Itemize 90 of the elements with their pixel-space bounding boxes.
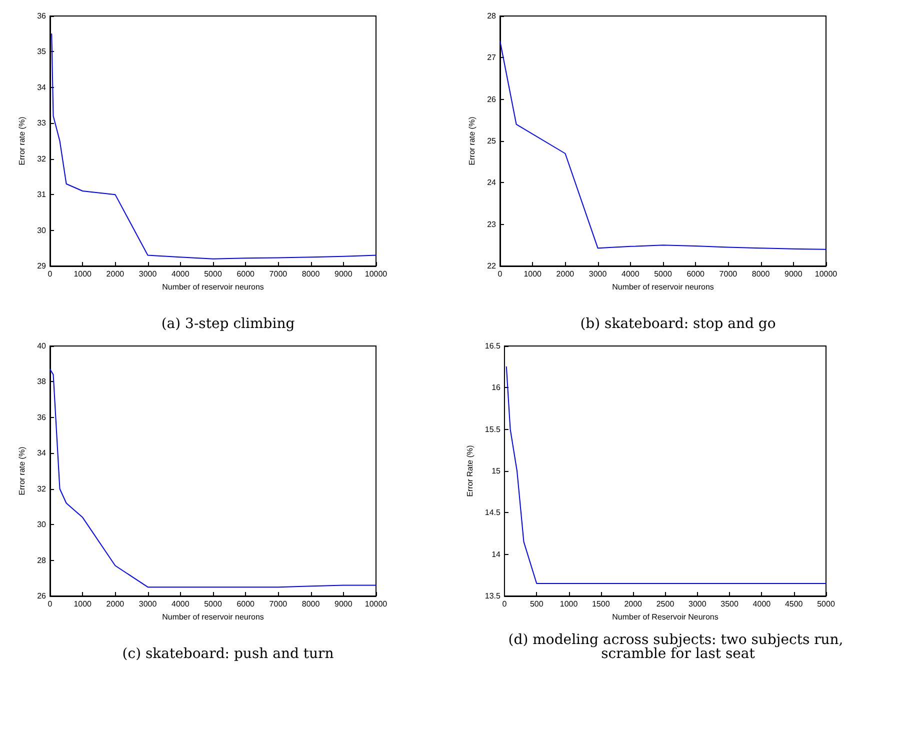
y-tick-label: 34 bbox=[37, 82, 47, 92]
y-tick-label: 31 bbox=[37, 190, 47, 200]
y-tick-label: 34 bbox=[37, 448, 47, 458]
x-tick-label: 9000 bbox=[784, 270, 803, 278]
y-axis-title: Error Rate (%) bbox=[466, 444, 474, 497]
x-tick-label: 10000 bbox=[814, 270, 838, 278]
x-tick-label: 0 bbox=[48, 270, 53, 278]
y-tick-label: 33 bbox=[37, 118, 47, 128]
y-tick-label: 13.5 bbox=[484, 592, 502, 600]
x-tick-label: 5000 bbox=[204, 600, 222, 608]
x-tick-label: 4000 bbox=[172, 600, 190, 608]
x-tick-label: 10000 bbox=[364, 600, 388, 608]
x-axis-title: Number of reservoir neurons bbox=[162, 612, 264, 622]
x-tick-label: 4000 bbox=[172, 270, 190, 278]
text: (c) skateboard: push and turn bbox=[122, 646, 334, 662]
y-tick-label: 16 bbox=[492, 383, 502, 392]
y-tick-label: 27 bbox=[487, 53, 497, 62]
x-tick-label: 8000 bbox=[302, 270, 320, 278]
x-tick-label: 5000 bbox=[817, 600, 836, 608]
line-series bbox=[506, 366, 826, 584]
x-tick-label: 4000 bbox=[622, 270, 640, 278]
y-axis-title: Error rate (%) bbox=[18, 446, 26, 496]
x-tick-label: 10000 bbox=[364, 270, 388, 278]
x-tick-label: 3000 bbox=[588, 270, 608, 278]
x-tick-label: 3500 bbox=[720, 600, 739, 608]
y-tick-label: 26 bbox=[487, 94, 497, 104]
y-tick-label: 29 bbox=[37, 262, 47, 270]
y-tick-label: 15 bbox=[492, 466, 502, 476]
x-tick-label: 5000 bbox=[654, 270, 672, 278]
y-tick-label: 23 bbox=[487, 220, 497, 229]
y-tick-label: 16.5 bbox=[484, 342, 502, 350]
y-tick-label: 22 bbox=[487, 262, 497, 270]
y-tick-label: 25 bbox=[487, 136, 497, 146]
x-tick-label: 9000 bbox=[334, 600, 353, 608]
line-series bbox=[50, 368, 376, 588]
text: (a) 3-step climbing bbox=[161, 316, 295, 332]
y-tick-label: 40 bbox=[37, 342, 47, 350]
x-tick-label: 8000 bbox=[752, 270, 770, 278]
x-tick-label: 1000 bbox=[524, 270, 542, 278]
y-tick-label: 28 bbox=[487, 12, 497, 20]
y-tick-label: 14 bbox=[492, 550, 502, 559]
x-tick-label: 4000 bbox=[752, 600, 772, 608]
y-axis-title: Error rate (%) bbox=[18, 116, 26, 166]
x-tick-label: 7000 bbox=[719, 270, 738, 278]
x-tick-label: 2000 bbox=[106, 600, 125, 608]
x-tick-label: 500 bbox=[530, 600, 544, 608]
y-tick-label: 32 bbox=[37, 484, 47, 494]
x-tick-label: 0 bbox=[48, 600, 53, 608]
x-tick-label: 5000 bbox=[204, 270, 222, 278]
y-tick-label: 15.5 bbox=[484, 424, 502, 434]
x-tick-label: 0 bbox=[502, 600, 508, 608]
y-tick-label: 30 bbox=[37, 520, 47, 530]
x-tick-label: 0 bbox=[498, 270, 503, 278]
x-tick-label: 2000 bbox=[624, 600, 643, 608]
x-tick-label: 6000 bbox=[686, 270, 706, 278]
text: (b) skateboard: stop and go bbox=[580, 316, 776, 332]
x-tick-label: 7000 bbox=[269, 600, 288, 608]
y-tick-label: 32 bbox=[37, 154, 47, 164]
text: (d) modeling across subjects: two subjects run, scramble for last seat bbox=[508, 632, 848, 662]
line-series bbox=[51, 33, 376, 260]
x-tick-label: 6000 bbox=[236, 600, 256, 608]
x-tick-label: 3000 bbox=[138, 600, 158, 608]
y-tick-label: 28 bbox=[37, 556, 47, 565]
x-axis-title: Number of Reservoir Neurons bbox=[612, 612, 718, 622]
x-tick-label: 4500 bbox=[784, 600, 804, 608]
x-tick-label: 1500 bbox=[592, 600, 610, 608]
y-tick-label: 30 bbox=[37, 226, 47, 235]
y-axis-title: Error rate (%) bbox=[468, 116, 476, 166]
y-tick-label: 36 bbox=[37, 12, 47, 20]
x-tick-label: 2500 bbox=[656, 600, 675, 608]
x-tick-label: 2000 bbox=[556, 270, 575, 278]
x-tick-label: 1000 bbox=[74, 600, 92, 608]
y-tick-label: 36 bbox=[37, 412, 47, 422]
y-tick-label: 14.5 bbox=[484, 508, 502, 518]
x-tick-label: 3000 bbox=[138, 270, 158, 278]
x-tick-label: 1000 bbox=[74, 270, 92, 278]
y-tick-label: 35 bbox=[37, 47, 47, 56]
x-tick-label: 8000 bbox=[302, 600, 320, 608]
x-tick-label: 3000 bbox=[688, 600, 707, 608]
y-tick-label: 38 bbox=[37, 377, 47, 386]
x-tick-label: 6000 bbox=[236, 270, 256, 278]
x-tick-label: 2000 bbox=[106, 270, 125, 278]
x-axis-title: Number of reservoir neurons bbox=[162, 282, 264, 292]
y-tick-label: 26 bbox=[37, 592, 47, 600]
y-tick-label: 24 bbox=[487, 178, 497, 188]
line-series bbox=[500, 40, 826, 250]
x-axis-title: Number of reservoir neurons bbox=[612, 282, 714, 292]
x-tick-label: 9000 bbox=[334, 270, 353, 278]
x-tick-label: 7000 bbox=[269, 270, 288, 278]
x-tick-label: 1000 bbox=[560, 600, 578, 608]
